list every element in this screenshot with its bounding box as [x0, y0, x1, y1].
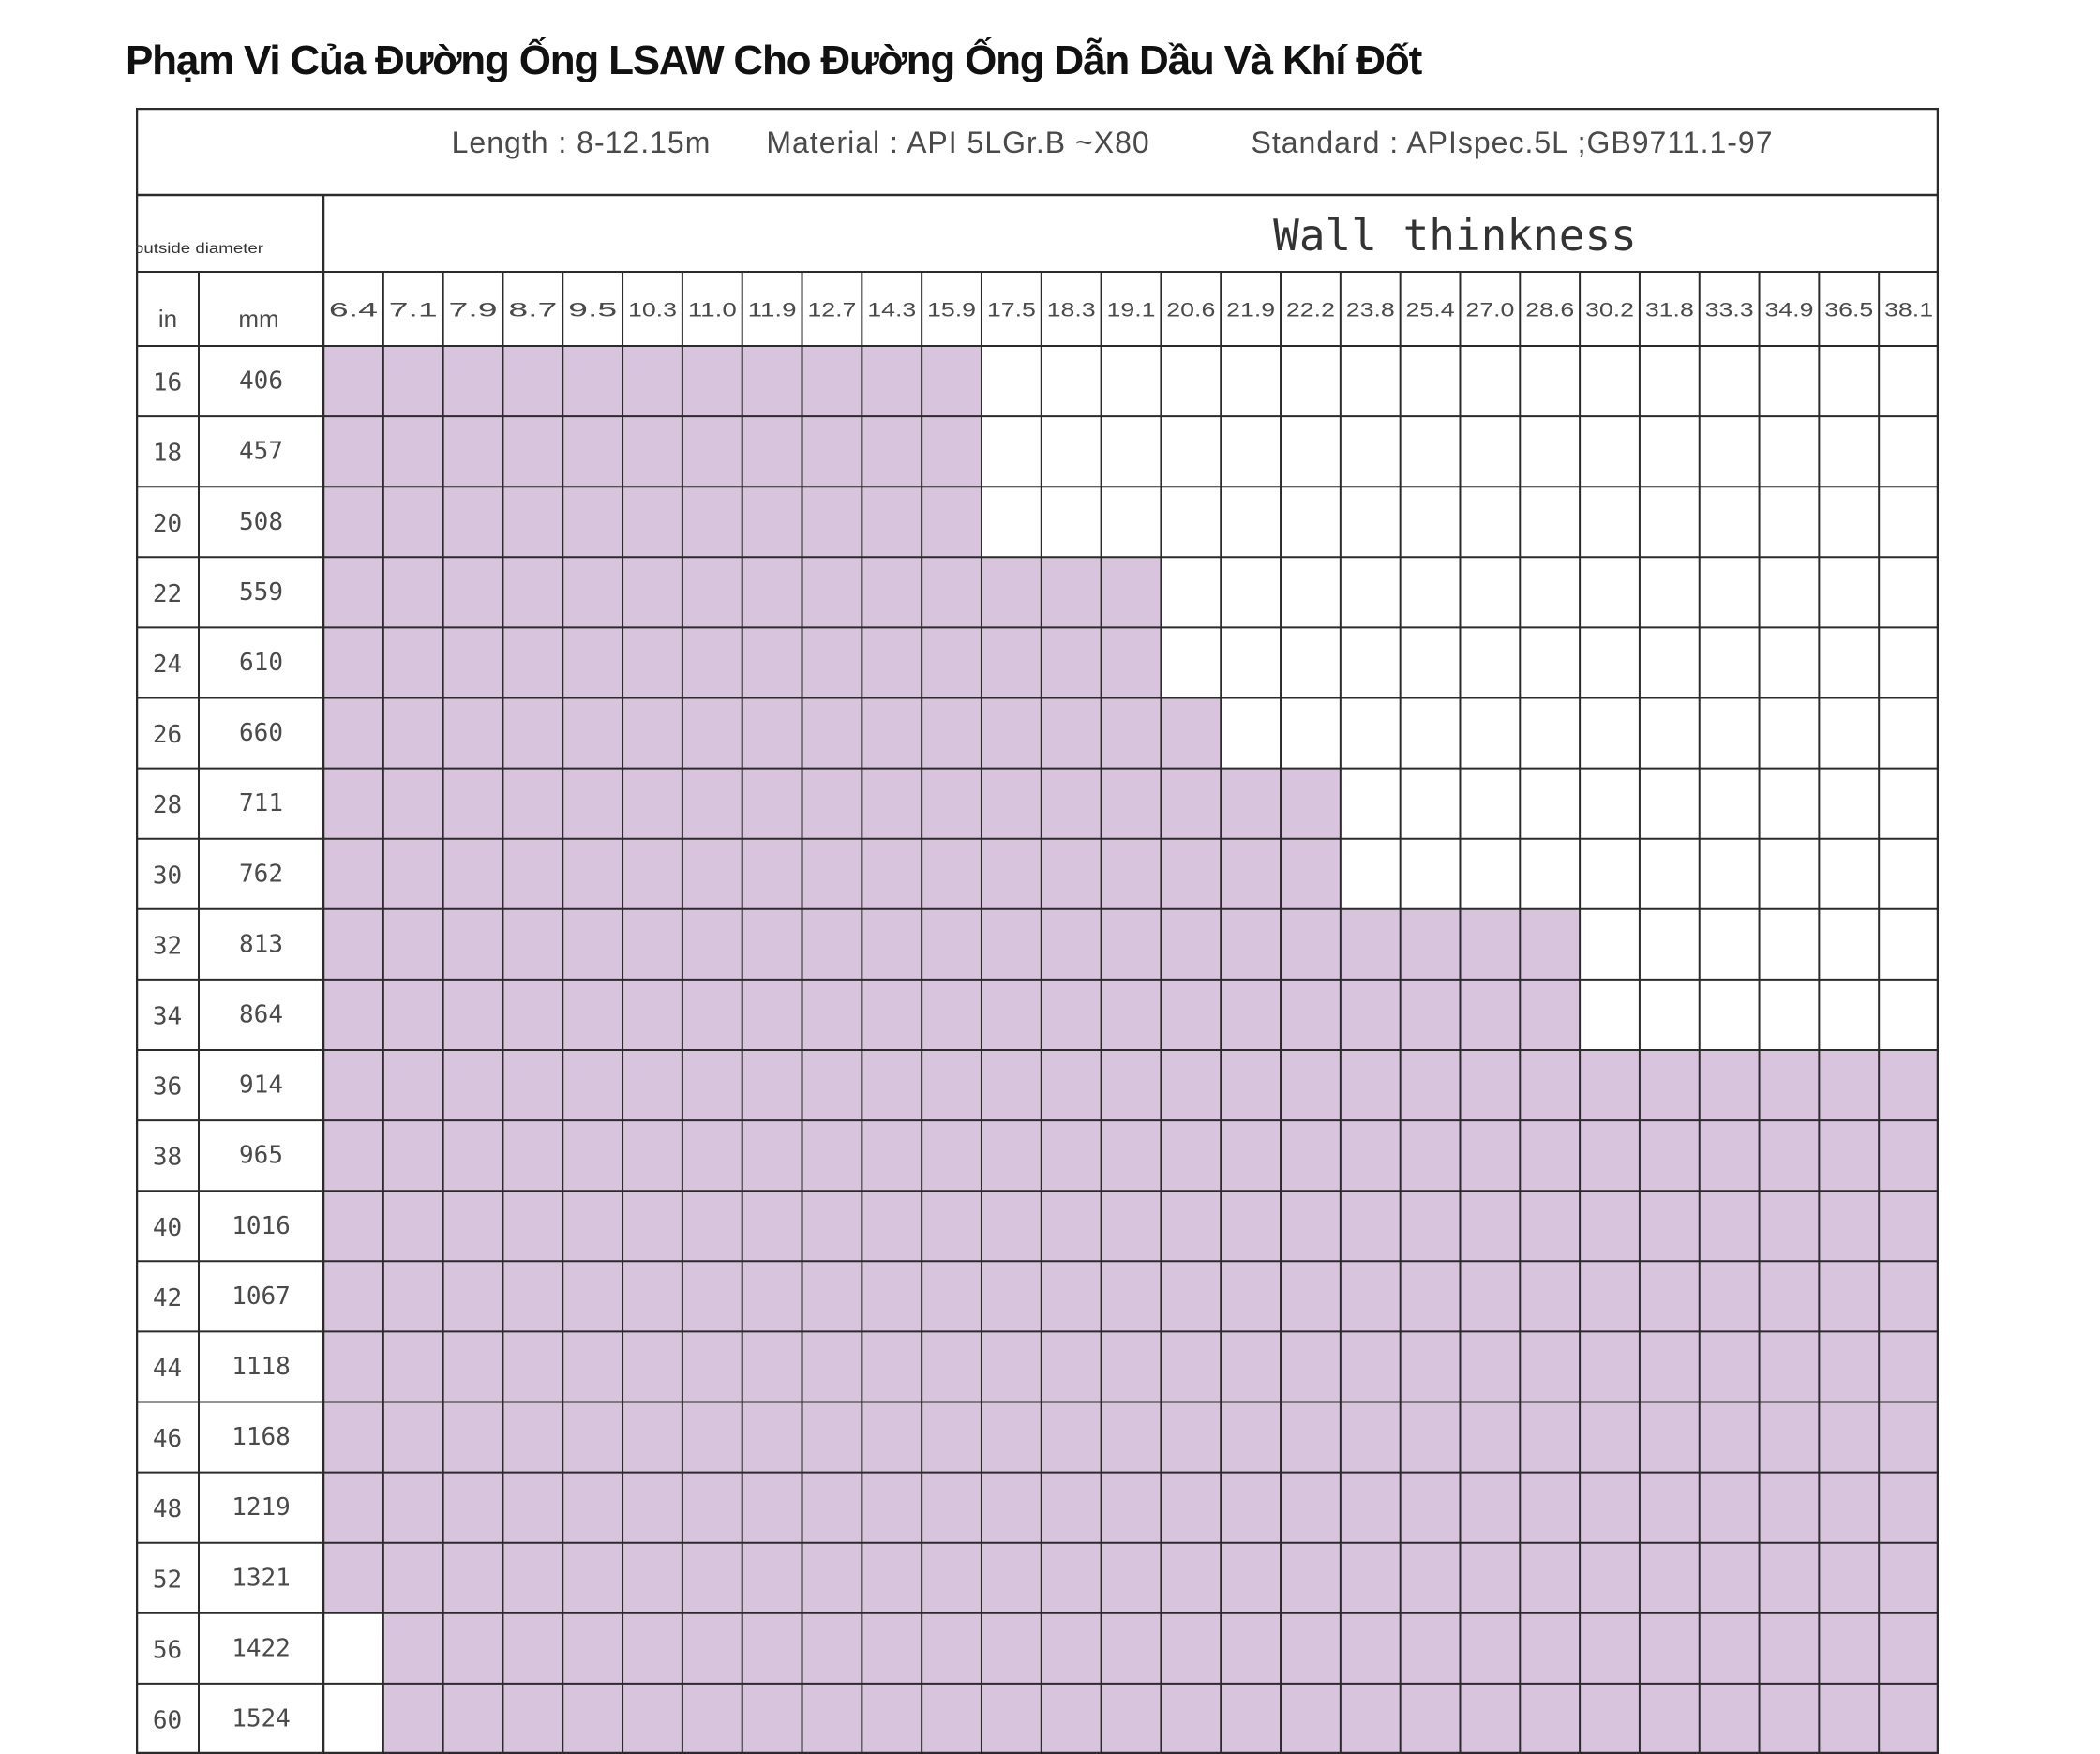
diameter-mm-cell: 1422	[232, 1634, 291, 1662]
available-range-cell	[323, 1402, 1939, 1473]
diameter-in-cell: 32	[153, 932, 182, 960]
page-title: Phạm Vi Của Đường Ống LSAW Cho Đường Ống…	[126, 37, 1422, 83]
thickness-header: 38.1	[1884, 300, 1933, 322]
diameter-mm-cell: 965	[239, 1142, 283, 1170]
diameter-in-cell: 38	[153, 1144, 182, 1172]
thickness-header: 21.9	[1226, 300, 1275, 322]
diameter-in-cell: 52	[153, 1566, 182, 1594]
diameter-mm-cell: 813	[239, 930, 283, 958]
diameter-mm-cell: 559	[239, 578, 283, 607]
diameter-in-cell: 46	[153, 1425, 182, 1453]
diameter-in-cell: 40	[153, 1214, 182, 1242]
unit-mm-label: mm	[238, 305, 278, 333]
thickness-header: 18.3	[1047, 300, 1096, 322]
diameter-mm-cell: 711	[239, 789, 283, 817]
thickness-header: 12.7	[807, 300, 856, 322]
diameter-in-cell: 42	[153, 1284, 182, 1312]
diameter-in-cell: 60	[153, 1706, 182, 1734]
available-range-cell	[323, 768, 1341, 839]
length-spec: Length : 8-12.15m	[452, 126, 712, 159]
unit-in-label: in	[158, 305, 177, 333]
diameter-in-cell: 18	[153, 440, 182, 468]
thickness-header: 11.9	[748, 300, 797, 322]
material-spec: Material : API 5LGr.B ~X80	[766, 126, 1149, 159]
available-range-cell	[323, 487, 982, 558]
thickness-header: 17.5	[987, 300, 1036, 322]
diameter-mm-cell: 508	[239, 508, 283, 536]
diameter-mm-cell: 610	[239, 649, 283, 677]
diameter-in-cell: 36	[153, 1073, 182, 1102]
wall-thickness-label: Wall thinkness	[1273, 210, 1637, 261]
diameter-mm-cell: 1067	[232, 1282, 291, 1311]
thickness-header: 7.9	[449, 300, 498, 322]
available-range-cell	[323, 838, 1341, 909]
thickness-header: 33.3	[1705, 300, 1754, 322]
table-border	[136, 108, 1939, 1754]
diameter-mm-cell: 660	[239, 719, 283, 747]
available-range-cell	[323, 1050, 1939, 1121]
available-range-cell	[323, 346, 982, 417]
available-range-cell	[323, 1191, 1939, 1262]
diameter-in-cell: 26	[153, 721, 182, 749]
outside-diameter-label: outside diameter	[136, 241, 264, 257]
diameter-in-cell: 20	[153, 510, 182, 538]
available-range-cell	[323, 1542, 1939, 1613]
diameter-mm-cell: 457	[239, 438, 283, 466]
pipe-range-grid: Length : 8-12.15m Material : API 5LGr.B …	[136, 108, 1939, 1754]
diameter-mm-cell: 762	[239, 860, 283, 888]
diameter-mm-cell: 1524	[232, 1704, 291, 1732]
thickness-header: 22.2	[1286, 300, 1335, 322]
diameter-mm-cell: 1219	[232, 1493, 291, 1522]
pipe-range-table: Length : 8-12.15m Material : API 5LGr.B …	[136, 108, 1939, 1754]
available-range-cell	[323, 697, 1222, 769]
diameter-mm-cell: 1321	[232, 1564, 291, 1592]
diameter-in-cell: 22	[153, 580, 182, 608]
available-range-cell	[323, 1120, 1939, 1192]
thickness-header: 14.3	[867, 300, 916, 322]
thickness-header: 9.5	[568, 300, 617, 322]
thickness-header: 23.8	[1346, 300, 1395, 322]
diameter-in-cell: 24	[153, 651, 182, 679]
diameter-in-cell: 34	[153, 1002, 182, 1030]
thickness-header: 15.9	[927, 300, 976, 322]
thickness-header: 20.6	[1166, 300, 1215, 322]
available-range-cell	[323, 908, 1581, 980]
thickness-header: 27.0	[1465, 300, 1514, 322]
diameter-in-cell: 30	[153, 862, 182, 890]
available-range-cell	[323, 979, 1581, 1050]
diameter-in-cell: 28	[153, 791, 182, 819]
thickness-header: 7.1	[389, 300, 438, 322]
thickness-header: 19.1	[1107, 300, 1156, 322]
diameter-mm-cell: 914	[239, 1072, 283, 1100]
available-range-cell	[323, 1472, 1939, 1543]
thickness-header: 6.4	[329, 300, 379, 322]
available-range-cell	[323, 1331, 1939, 1402]
diameter-in-cell: 48	[153, 1495, 182, 1523]
diameter-in-cell: 56	[153, 1636, 182, 1664]
diameter-mm-cell: 1118	[232, 1353, 291, 1381]
thickness-header: 8.7	[508, 300, 557, 322]
thickness-header: 34.9	[1764, 300, 1813, 322]
thickness-header: 25.4	[1406, 300, 1455, 322]
standard-spec: Standard : APIspec.5L ;GB9711.1-97	[1251, 126, 1773, 159]
thickness-header: 28.6	[1525, 300, 1574, 322]
diameter-in-cell: 44	[153, 1355, 182, 1383]
thickness-header: 31.8	[1645, 300, 1694, 322]
diameter-mm-cell: 864	[239, 1000, 283, 1028]
thickness-header: 10.3	[628, 300, 677, 322]
diameter-mm-cell: 1016	[232, 1212, 291, 1240]
thickness-header: 36.5	[1824, 300, 1873, 322]
diameter-in-cell: 16	[153, 369, 182, 397]
thickness-header: 11.0	[688, 300, 737, 322]
thickness-header: 30.2	[1585, 300, 1634, 322]
diameter-mm-cell: 406	[239, 367, 283, 396]
available-range-cell	[323, 1261, 1939, 1332]
available-range-cell	[323, 416, 982, 487]
diameter-mm-cell: 1168	[232, 1423, 291, 1451]
